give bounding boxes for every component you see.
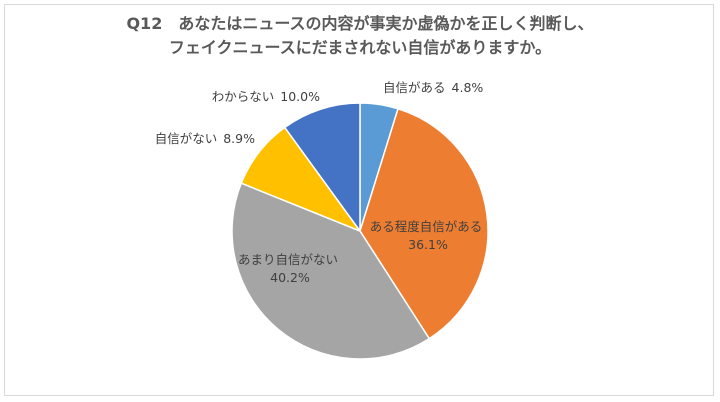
slice-amari: [231, 182, 431, 360]
label-jishin-aru-name: 自信がある: [383, 80, 446, 95]
label-jishin-nai: 自信がない 8.9%: [155, 131, 255, 146]
label-wakaranai: わからない 10.0%: [212, 89, 320, 104]
label-amari-name: あまり自信がない: [238, 252, 338, 267]
label-amari-value: 40.2%: [270, 270, 310, 285]
chart-title: Q12 あなたはニュースの内容が事実か虚偽かを正しく判断し、 フェイクニュースに…: [0, 12, 720, 60]
label-amari: あまり自信がない 40.2%: [238, 252, 342, 285]
chart-title-line-1: Q12 あなたはニュースの内容が事実か虚偽かを正しく判断し、: [126, 14, 594, 33]
label-jishin-nai-value: 8.9%: [223, 131, 255, 146]
label-aru-teido: ある程度自信がある 36.1%: [370, 219, 487, 252]
label-wakaranai-value: 10.0%: [280, 89, 320, 104]
label-aru-teido-value: 36.1%: [408, 237, 448, 252]
label-jishin-nai-name: 自信がない: [155, 131, 218, 146]
label-wakaranai-name: わからない: [212, 89, 275, 104]
slice-aru-teido: [359, 107, 489, 340]
label-jishin-aru: 自信がある 4.8%: [383, 80, 483, 95]
label-aru-teido-name: ある程度自信がある: [370, 219, 483, 234]
slice-wakaranai: [283, 102, 361, 234]
label-jishin-aru-value: 4.8%: [452, 80, 484, 95]
chart-title-line-2: フェイクニュースにだまされない自信がありますか。: [168, 38, 552, 57]
